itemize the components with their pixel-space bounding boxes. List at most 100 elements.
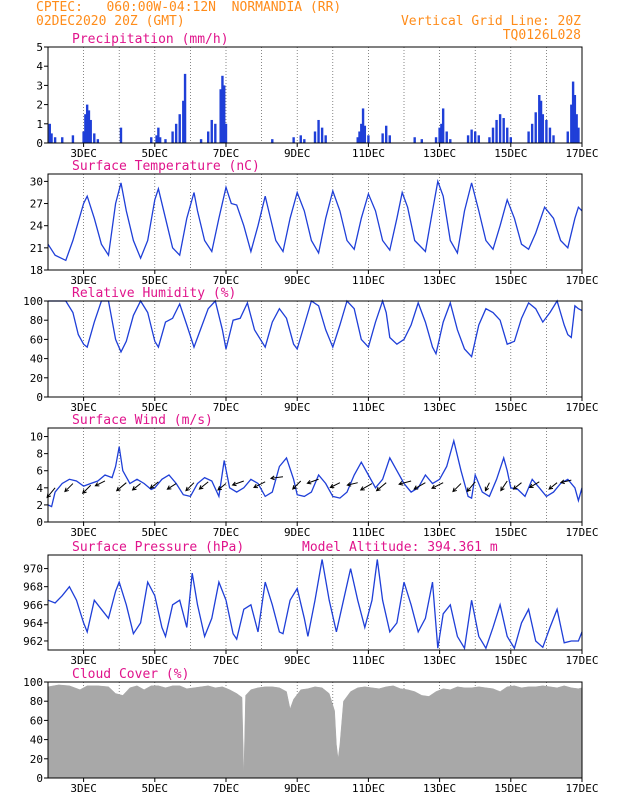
precipitation-bar [157, 127, 160, 143]
wind-x-tick-label: 3DEC [70, 526, 97, 539]
wind-arrow [359, 483, 373, 491]
precipitation-bar [434, 137, 438, 143]
precipitation-bar [155, 135, 158, 143]
wind-y-tick-label: 8 [36, 448, 43, 461]
precipitation-bar [358, 131, 361, 143]
precipitation-bar [466, 135, 470, 143]
wind-arrow [64, 483, 74, 493]
precipitation-y-tick-label: 4 [36, 60, 43, 73]
temperature-x-tick-label: 17DEC [565, 274, 598, 287]
pressure-x-tick-label: 7DEC [213, 654, 240, 667]
wind-arrow [346, 482, 358, 487]
temperature-frame [47, 173, 583, 271]
precipitation-x-tick-label: 13DEC [423, 147, 456, 160]
precipitation-x-tick-label: 11DEC [352, 147, 385, 160]
wind-y-tick-label: 4 [36, 482, 43, 495]
humidity-frame [47, 300, 583, 398]
precipitation-bar [577, 127, 580, 143]
precipitation-x-tick-label: 7DEC [213, 147, 240, 160]
wind-x-tick-label: 5DEC [142, 526, 169, 539]
wind-title: Surface Wind (m/s) [72, 413, 213, 428]
precipitation-bar [71, 135, 75, 143]
precipitation-bar [566, 131, 569, 143]
temperature-title: Surface Temperature (nC) [72, 159, 260, 174]
precipitation-y-tick-label: 5 [36, 41, 43, 54]
temperature-x-tick-label: 7DEC [213, 274, 240, 287]
precipitation-bar [158, 137, 162, 143]
precipitation-bar [214, 123, 217, 143]
wind-arrow [131, 483, 141, 491]
precipitation-bar [178, 114, 181, 143]
humidity-x-tick-label: 7DEC [213, 401, 240, 414]
precipitation-bar [445, 131, 448, 143]
humidity-y-tick-label: 20 [30, 372, 43, 385]
precipitation-bar [548, 127, 552, 143]
pressure-y-tick-label: 962 [23, 635, 43, 648]
precipitation-bar [50, 133, 53, 143]
precipitation-bar [171, 131, 174, 143]
precipitation-bar [449, 139, 452, 143]
wind-arrow [217, 483, 227, 491]
humidity-x-tick-label: 3DEC [70, 401, 97, 414]
precipitation-bar [182, 100, 185, 143]
precipitation-bar [210, 119, 213, 143]
humidity-panel [44, 298, 583, 401]
precipitation-bar [207, 131, 210, 143]
precipitation-bar [119, 127, 123, 143]
pressure-x-tick-label: 13DEC [423, 654, 456, 667]
wind-arrow [292, 480, 302, 490]
humidity-x-tick-label: 17DEC [565, 401, 598, 414]
wind-series-line [47, 438, 583, 508]
cloud-cover-y-tick-label: 60 [30, 714, 43, 727]
cloud-cover-panel [44, 681, 583, 782]
precipitation-bar [367, 135, 370, 143]
temperature-y-tick-label: 18 [30, 264, 43, 277]
wind-arrow [466, 481, 476, 493]
precipitation-bar [477, 135, 480, 143]
precipitation-bar [303, 139, 306, 143]
precipitation-bar [183, 73, 187, 143]
humidity-x-tick-label: 5DEC [142, 401, 169, 414]
humidity-y-tick-label: 40 [30, 353, 43, 366]
precipitation-x-tick-label: 15DEC [494, 147, 527, 160]
precipitation-y-tick-label: 1 [36, 118, 43, 131]
header-run-time: 02DEC2020 20Z (GMT) [36, 14, 185, 29]
precipitation-bar [441, 108, 445, 143]
precipitation-bar [506, 127, 509, 143]
cloud-cover-y-tick-label: 0 [36, 772, 43, 785]
precipitation-bar [495, 119, 498, 143]
wind-x-tick-label: 17DEC [565, 526, 598, 539]
precipitation-bar [541, 114, 545, 143]
pressure-x-tick-label: 17DEC [565, 654, 598, 667]
precipitation-bar [356, 137, 359, 143]
wind-y-tick-label: 6 [36, 465, 43, 478]
precipitation-bar [48, 123, 51, 143]
temperature-x-tick-label: 3DEC [70, 274, 97, 287]
cloud-cover-x-tick-label: 9DEC [284, 782, 311, 795]
precipitation-bar [474, 131, 477, 143]
pressure-series-line [47, 559, 583, 651]
precipitation-y-tick-label: 0 [36, 137, 43, 150]
wind-arrow [198, 481, 209, 490]
pressure-panel [44, 554, 583, 654]
cloud-cover-y-tick-label: 80 [30, 695, 43, 708]
humidity-y-tick-label: 80 [30, 314, 43, 327]
wind-arrow [115, 482, 127, 492]
precipitation-bar [498, 114, 502, 143]
wind-arrow [484, 482, 490, 492]
precipitation-bar [221, 75, 224, 143]
temperature-x-tick-label: 5DEC [142, 274, 169, 287]
cloud-cover-x-tick-label: 3DEC [70, 782, 97, 795]
precipitation-bar [545, 119, 548, 143]
precipitation-bar [470, 129, 473, 143]
wind-arrow [528, 481, 540, 488]
wind-x-tick-label: 11DEC [352, 526, 385, 539]
precipitation-bar [82, 131, 85, 143]
precipitation-bar [53, 137, 57, 143]
wind-arrow [306, 478, 319, 485]
wind-arrow [329, 482, 341, 489]
humidity-x-tick-label: 11DEC [352, 401, 385, 414]
precipitation-bar [324, 135, 327, 143]
pressure-x-tick-label: 9DEC [284, 654, 311, 667]
